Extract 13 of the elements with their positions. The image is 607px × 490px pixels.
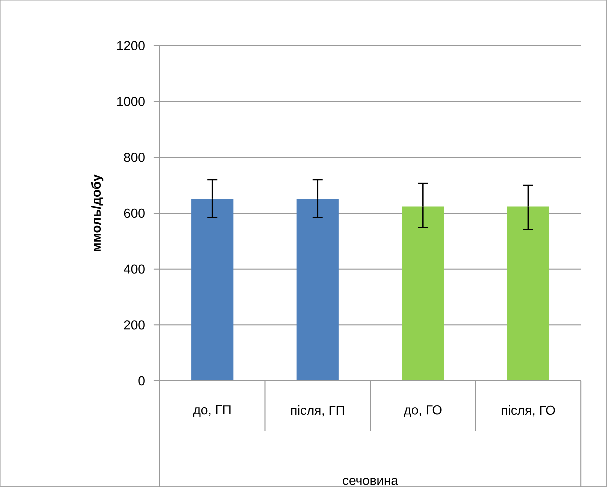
y-tick-label: 400 [124,264,145,274]
y-tick-label: 0 [138,376,145,386]
x-tick-label: до, ГП [194,406,231,418]
x-tick-label: після, ГП [291,406,344,417]
x-axis-title: сечовина [343,478,398,486]
y-axis-title: ммоль/добу [91,174,104,252]
y-tick-label: 1200 [117,42,145,51]
x-tick-label: після, ГО [502,406,556,417]
y-tick-label: 800 [124,153,145,162]
x-tick-label: до, ГО [404,406,442,418]
y-tick-label: 600 [124,209,145,218]
y-tick-label: 200 [124,320,145,330]
y-tick-label: 1000 [117,97,145,107]
